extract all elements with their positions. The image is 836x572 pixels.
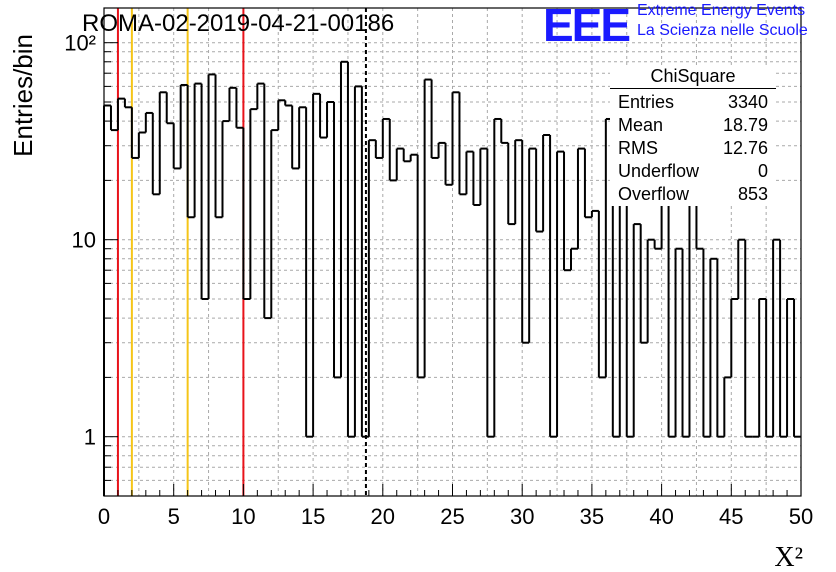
stats-row-mean: Mean 18.79	[610, 114, 776, 137]
stats-row-entries: Entries 3340	[610, 91, 776, 114]
stats-label: Underflow	[618, 161, 700, 181]
x-axis-label: X²	[774, 542, 803, 572]
stats-value: 3340	[727, 92, 768, 112]
x-tick-label: 30	[510, 504, 534, 529]
stats-label: Overflow	[618, 184, 690, 204]
stats-row-underflow: Underflow 0	[610, 160, 776, 183]
stats-label: Mean	[618, 115, 664, 135]
x-tick-label: 5	[168, 504, 180, 529]
x-tick-label: 0	[98, 504, 110, 529]
x-tick-label: 20	[371, 504, 395, 529]
stats-row-overflow: Overflow 853	[610, 183, 776, 206]
x-tick-label: 35	[580, 504, 604, 529]
stats-value: 853	[737, 184, 768, 204]
stats-row-rms: RMS 12.76	[610, 137, 776, 160]
logo-line-2: La Scienza nelle Scuole	[637, 22, 808, 39]
x-tick-label: 25	[440, 504, 464, 529]
stats-title: ChiSquare	[610, 66, 776, 89]
stats-box: ChiSquare Entries 3340 Mean 18.79 RMS 12…	[610, 66, 776, 206]
stats-label: RMS	[618, 138, 658, 158]
y-tick-label: 10	[72, 228, 96, 253]
chart-title: ROMA-02-2019-04-21-00186	[82, 10, 395, 37]
x-tick-label: 10	[231, 504, 255, 529]
x-tick-label: 50	[789, 504, 813, 529]
stats-value: 18.79	[722, 115, 768, 135]
eee-logo: EEE	[543, 0, 631, 51]
y-tick-label: 1	[84, 425, 96, 450]
stats-label: Entries	[618, 92, 675, 112]
stats-value: 0	[757, 161, 768, 181]
y-axis-label: Entries/bin	[8, 34, 38, 157]
x-tick-label: 15	[301, 504, 325, 529]
stats-value: 12.76	[722, 138, 768, 158]
y-tick-label: 10²	[64, 31, 96, 56]
x-tick-label: 40	[649, 504, 673, 529]
logo-line-1: Extreme Energy Events	[637, 2, 806, 19]
x-tick-label: 45	[719, 504, 743, 529]
